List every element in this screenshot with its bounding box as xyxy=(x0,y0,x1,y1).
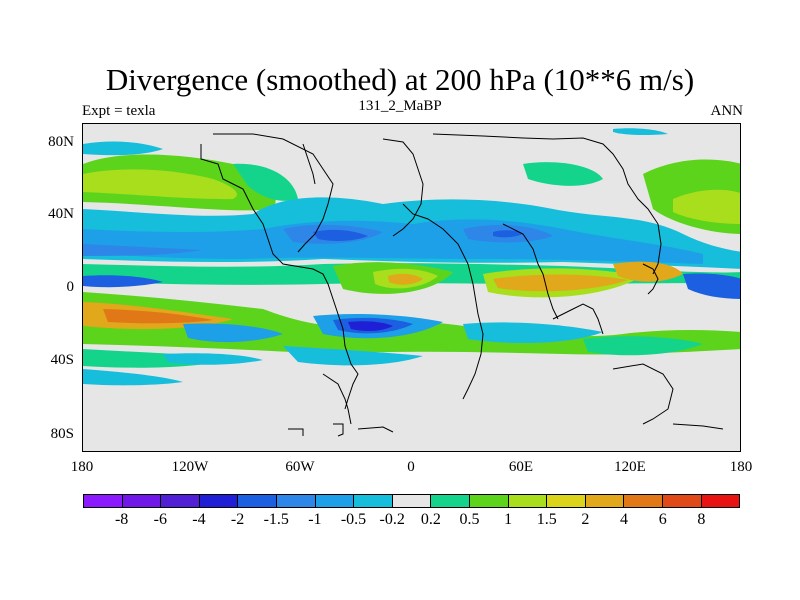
x-tick-60w: 60W xyxy=(285,459,315,475)
colorbar-label: 0.2 xyxy=(420,511,441,528)
colorbar-label: 0.5 xyxy=(459,511,480,528)
colorbar-swatch xyxy=(547,495,586,507)
field-region xyxy=(83,244,203,256)
colorbar-swatch xyxy=(585,495,625,507)
y-tick-80s: 80S xyxy=(50,426,74,442)
field-region xyxy=(493,274,628,292)
y-tick-40n: 40N xyxy=(48,206,74,222)
field-region xyxy=(83,141,163,156)
divergence-map xyxy=(82,123,741,452)
colorbar-swatch xyxy=(238,495,277,507)
y-tick-40s: 40S xyxy=(50,352,74,368)
field-region xyxy=(388,273,423,285)
field-region xyxy=(83,275,163,288)
field-region xyxy=(163,353,263,365)
colorbar-label: -0.5 xyxy=(340,511,367,528)
colorbar-label: -1.5 xyxy=(263,511,289,528)
colorbar-label: -1 xyxy=(308,511,322,528)
x-tick-120e: 120E xyxy=(614,459,646,475)
colorbar-label: -6 xyxy=(153,511,167,528)
x-tick-180e: 180 xyxy=(729,459,753,475)
colorbar-label: 1 xyxy=(504,511,513,528)
field-region xyxy=(313,229,368,241)
colorbar-swatch xyxy=(701,495,740,507)
colorbar-swatch xyxy=(469,495,509,507)
field-region xyxy=(83,219,703,264)
colorbar-swatch xyxy=(508,495,548,507)
colorbar-label: -8 xyxy=(114,511,129,528)
colorbar-label: -2 xyxy=(230,511,245,528)
season-label: ANN xyxy=(710,103,744,119)
field-region xyxy=(613,128,668,136)
colorbar-label: 6 xyxy=(658,511,667,528)
field-region xyxy=(493,230,523,238)
colorbar-swatch xyxy=(122,495,162,507)
field-region xyxy=(83,369,183,386)
y-tick-80n: 80N xyxy=(48,134,74,150)
colorbar-swatch xyxy=(392,495,432,507)
x-tick-120w: 120W xyxy=(171,459,209,475)
colorbar-label: -0.2 xyxy=(379,511,405,528)
y-tick-0: 0 xyxy=(66,279,75,295)
colorbar-swatch xyxy=(624,495,663,507)
field-region xyxy=(233,163,298,201)
colorbar-swatch xyxy=(199,495,239,507)
field-region xyxy=(683,273,740,299)
colorbar-swatch xyxy=(276,495,316,507)
experiment-label: Expt = texla xyxy=(82,103,156,119)
colorbar-label: 2 xyxy=(581,511,590,528)
field-region xyxy=(463,322,603,344)
colorbar-label: 8 xyxy=(697,511,706,528)
colorbar-swatch xyxy=(84,495,123,507)
colorbar-swatch xyxy=(315,495,355,507)
colorbar-label: 1.5 xyxy=(536,511,557,528)
colorbar-swatch xyxy=(431,495,470,507)
field-region xyxy=(283,346,423,366)
colorbar-label: 4 xyxy=(620,511,629,528)
colorbar-swatch xyxy=(662,495,702,507)
field-region xyxy=(673,189,740,224)
map-field xyxy=(83,128,740,437)
colorbar-swatch xyxy=(161,495,200,507)
chart-title: Divergence (smoothed) at 200 hPa (10**6 … xyxy=(105,62,695,97)
field-region xyxy=(183,323,283,343)
field-region xyxy=(613,261,683,282)
colorbar-swatch xyxy=(354,495,393,507)
field-region xyxy=(583,336,703,356)
coastline xyxy=(200,133,724,437)
x-tick-0: 0 xyxy=(407,459,415,475)
colorbar xyxy=(83,494,740,508)
field-region xyxy=(348,321,393,331)
case-label: 131_2_MaBP xyxy=(358,98,442,114)
field-region xyxy=(523,162,603,186)
x-tick-60e: 60E xyxy=(508,459,534,475)
field-region xyxy=(103,309,213,324)
colorbar-label: -4 xyxy=(192,511,206,528)
field-region xyxy=(83,169,237,200)
x-tick-180w: 180 xyxy=(70,459,94,475)
